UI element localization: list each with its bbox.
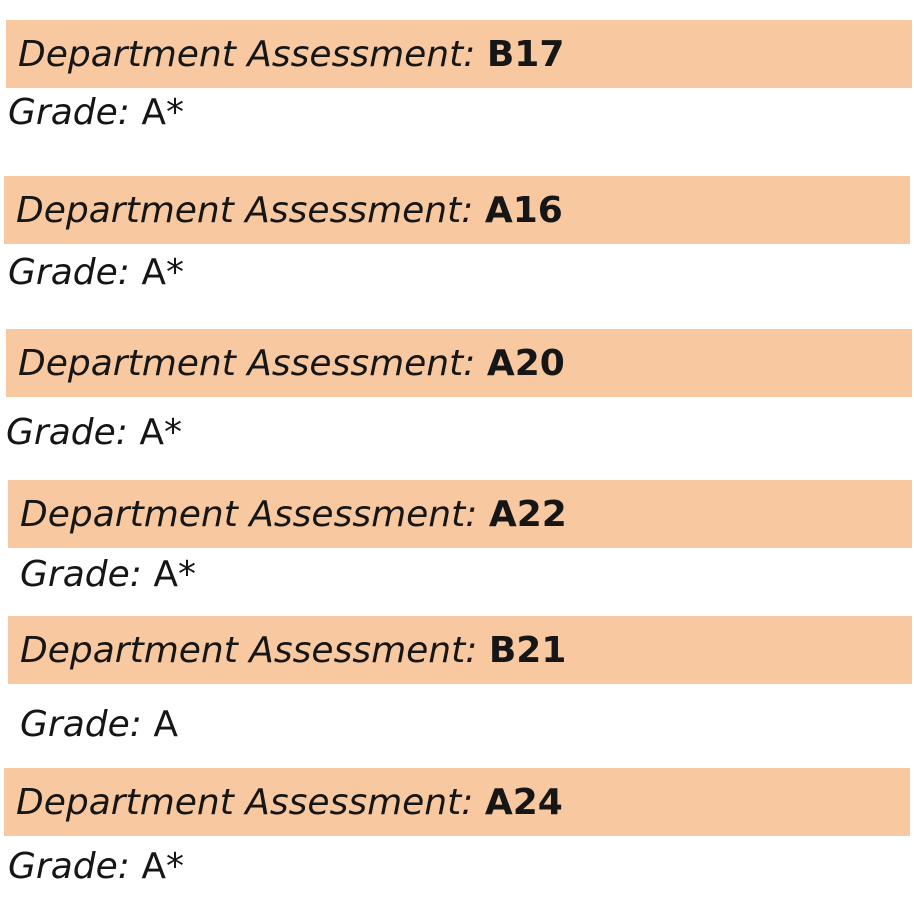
assessment-label: Department Assessment:: [20, 629, 478, 671]
grade-value: A: [153, 704, 178, 745]
assessment-header: Department Assessment: A16: [4, 176, 910, 244]
grade-label: Grade:: [8, 846, 130, 887]
grade-line: Grade: A*: [20, 554, 196, 595]
assessment-label: Department Assessment:: [20, 493, 478, 535]
grade-line: Grade: A*: [6, 412, 182, 453]
assessment-code: A20: [486, 342, 565, 384]
grade-value: A*: [141, 252, 184, 293]
grade-line: Grade: A: [20, 704, 178, 745]
assessment-label: Department Assessment:: [18, 342, 476, 384]
assessment-header: Department Assessment: A22: [8, 480, 912, 548]
assessment-code: A24: [484, 781, 563, 823]
grade-value: A*: [153, 554, 196, 595]
assessment-header: Department Assessment: A24: [4, 768, 910, 836]
grade-line: Grade: A*: [8, 252, 184, 293]
assessment-code: B21: [488, 629, 567, 671]
grade-label: Grade:: [20, 554, 142, 595]
grade-label: Grade:: [8, 92, 130, 133]
assessment-header: Department Assessment: B21: [8, 616, 912, 684]
grade-value: A*: [139, 412, 182, 453]
grade-value: A*: [141, 846, 184, 887]
assessment-code: A22: [488, 493, 567, 535]
assessment-header: Department Assessment: A20: [6, 329, 912, 397]
assessment-label: Department Assessment:: [16, 189, 474, 231]
grade-label: Grade:: [20, 704, 142, 745]
assessment-header: Department Assessment: B17: [6, 20, 912, 88]
grade-value: A*: [141, 92, 184, 133]
grade-line: Grade: A*: [8, 846, 184, 887]
grade-label: Grade:: [6, 412, 128, 453]
assessment-label: Department Assessment:: [18, 33, 476, 75]
grade-label: Grade:: [8, 252, 130, 293]
assessment-code: B17: [486, 33, 565, 75]
grade-line: Grade: A*: [8, 92, 184, 133]
assessment-code: A16: [484, 189, 563, 231]
assessment-label: Department Assessment:: [16, 781, 474, 823]
